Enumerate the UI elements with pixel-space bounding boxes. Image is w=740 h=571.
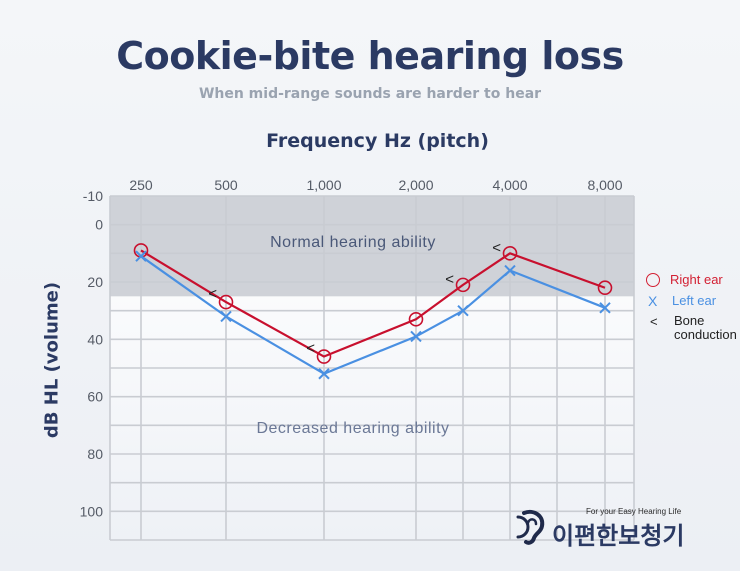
- x-tick-label: 2,000: [398, 177, 433, 193]
- left-ear-point: [504, 264, 516, 277]
- x-tick-label: 4,000: [492, 177, 527, 193]
- legend-item-bone-conduction: < Bone conduction: [646, 314, 740, 342]
- brand-tagline: For your Easy Hearing Life: [586, 507, 682, 516]
- circle-marker-icon: [646, 273, 660, 287]
- series-line-right-ear: [140, 249, 606, 358]
- bone-conduction-point: <: [445, 271, 454, 288]
- bone-conduction-point: <: [492, 239, 501, 256]
- legend-label-right-ear: Right ear: [670, 272, 723, 287]
- legend: Right ear X Left ear < Bone conduction: [646, 272, 740, 342]
- brand-logo: For your Easy Hearing Life 이편한보청기: [512, 503, 722, 553]
- chart-subtitle: When mid-range sounds are harder to hear: [198, 86, 542, 102]
- right-ear-point: [408, 311, 424, 327]
- region-label-normal: Normal hearing ability: [270, 234, 436, 251]
- x-tick-label: 8,000: [587, 177, 622, 193]
- y-tick-label: 60: [87, 389, 103, 405]
- y-tick-label: 80: [87, 446, 103, 462]
- legend-label-bone-conduction: Bone conduction: [674, 313, 737, 342]
- region-label-decreased: Decreased hearing ability: [256, 420, 449, 437]
- x-tick-label: 1,000: [306, 177, 341, 193]
- right-ear-point: [455, 277, 471, 293]
- right-ear-point: [502, 246, 518, 261]
- ear-icon: [516, 509, 545, 545]
- legend-label-left-ear: Left ear: [672, 293, 717, 308]
- x-tick-label: 500: [214, 177, 238, 193]
- y-tick-label: 40: [87, 331, 103, 347]
- right-ear-point: [316, 349, 332, 364]
- x-marker-icon: X: [648, 293, 658, 309]
- bone-conduction-point: <: [208, 285, 217, 302]
- chart-title: Cookie-bite hearing loss: [116, 34, 624, 78]
- left-ear-point: [410, 330, 422, 343]
- region-normal: [110, 196, 634, 297]
- left-ear-point: [457, 304, 469, 317]
- left-ear-point: [318, 368, 330, 380]
- right-ear-point: [218, 294, 234, 310]
- left-ear-point: [599, 302, 611, 314]
- brand-name: 이편한보청기: [552, 522, 685, 550]
- x-tick-label: 250: [129, 177, 153, 193]
- y-tick-label: 100: [80, 503, 104, 519]
- right-ear-point: [597, 280, 613, 296]
- left-ear-point: [220, 310, 232, 323]
- legend-item-right-ear: Right ear: [646, 272, 740, 293]
- less-than-marker-icon: <: [650, 314, 658, 329]
- y-tick-label: 0: [95, 217, 103, 233]
- bone-conduction-point: <: [306, 340, 315, 357]
- x-axis-title: Frequency Hz (pitch): [266, 130, 489, 152]
- left-ear-point: [135, 250, 147, 262]
- legend-item-left-ear: X Left ear: [646, 293, 740, 314]
- y-tick-label: 20: [87, 274, 103, 290]
- y-tick-label: -10: [83, 188, 103, 204]
